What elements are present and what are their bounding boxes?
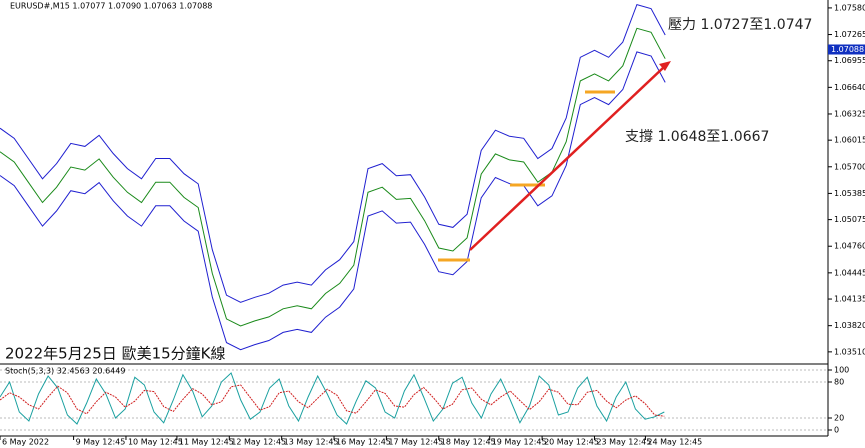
y-tick-label: 1.03510 (834, 347, 865, 356)
x-tick-label: 16 May 12:45 (336, 438, 391, 447)
series-line (0, 372, 665, 425)
chart-title: 2022年5月25日 歐美15分鐘K線 (5, 345, 226, 363)
y-tick-label: 1.07265 (834, 30, 865, 39)
stoch-title: Stoch(5,3,3) 32.4563 20.6449 (5, 367, 125, 376)
y-tick-label: 1.04135 (834, 295, 865, 304)
y-tick-label: 1.06325 (834, 109, 865, 118)
y-tick-label: 1.05700 (834, 162, 865, 171)
y-tick-label: 1.05385 (834, 189, 865, 198)
y-tick-label: 1.04760 (834, 242, 865, 251)
x-tick-label: 17 May 12:45 (388, 438, 443, 447)
series-line (0, 384, 665, 417)
y-tick-label: 100 (834, 366, 849, 375)
y-tick-label: 1.06640 (834, 83, 865, 92)
x-tick-label: 18 May 12:45 (441, 438, 496, 447)
y-tick-label: 0 (834, 426, 839, 435)
y-tick-label: 1.03820 (834, 321, 865, 330)
last-price-label: 1.07088 (831, 45, 864, 54)
x-tick-label: 13 May 12:45 (284, 438, 339, 447)
x-tick-label: 9 May 12:45 (76, 438, 126, 447)
y-tick-label: 20 (834, 414, 844, 423)
y-tick-label: 80 (834, 378, 844, 387)
x-tick-label: 23 May 12:45 (596, 438, 651, 447)
y-tick-label: 1.06015 (834, 136, 865, 145)
arrow-head (659, 61, 671, 71)
x-tick-label: 12 May 12:45 (231, 438, 286, 447)
x-tick-label: 20 May 12:45 (544, 438, 599, 447)
series-line (0, 27, 666, 327)
x-tick-label: 24 May 12:45 (647, 438, 702, 447)
x-tick-label: 19 May 12:45 (492, 438, 547, 447)
x-tick-label: 10 May 12:45 (128, 438, 183, 447)
y-tick-label: 1.05075 (834, 215, 865, 224)
y-tick-label: 1.07580 (834, 3, 865, 12)
annotation: 支撐 1.0648至1.0667 (625, 129, 769, 145)
symbol-header: EURUSD#,M15 1.07077 1.07090 1.07063 1.07… (10, 2, 212, 11)
series-line (0, 51, 666, 351)
x-tick-label: 6 May 2022 (2, 438, 49, 447)
x-tick-label: 11 May 12:45 (179, 438, 234, 447)
series-line (0, 3, 666, 303)
trend-arrow (469, 66, 665, 251)
y-tick-label: 1.04445 (834, 268, 865, 277)
annotation: 壓力 1.0727至1.0747 (668, 17, 812, 33)
last-price-tag (828, 44, 865, 55)
plot-area (0, 3, 828, 431)
y-tick-label: 1.06955 (834, 56, 865, 65)
